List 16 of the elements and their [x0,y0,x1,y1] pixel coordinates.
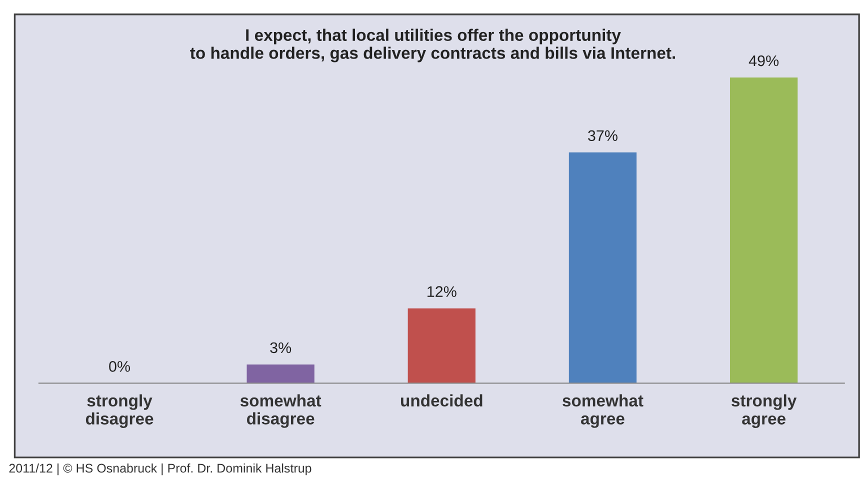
text: 2011/12 | © HS Osnabruck | Prof. Dr. Dominik Halstrup [9,463,312,476]
bar [408,308,476,384]
x-tick-label: strongly disagree [86,394,154,428]
data-label: 0% [109,361,130,372]
data-label: 3% [270,342,292,354]
data-label: 37% [588,130,618,142]
x-tick-label: somewhat agree [562,394,644,428]
x-tick-label: strongly agree [732,394,797,428]
data-label: 12% [428,286,456,297]
bar [568,152,637,384]
chart-title: I expect, that local utilities offer the opportunity to handle orders, gas delivery contracts and bills via Internet. [190,28,675,62]
x-tick-label: somewhat disagree [240,394,322,428]
bar [246,364,314,384]
bar [730,78,798,384]
x-tick-label: undecided [401,394,482,407]
data-label: 49% [748,55,779,66]
